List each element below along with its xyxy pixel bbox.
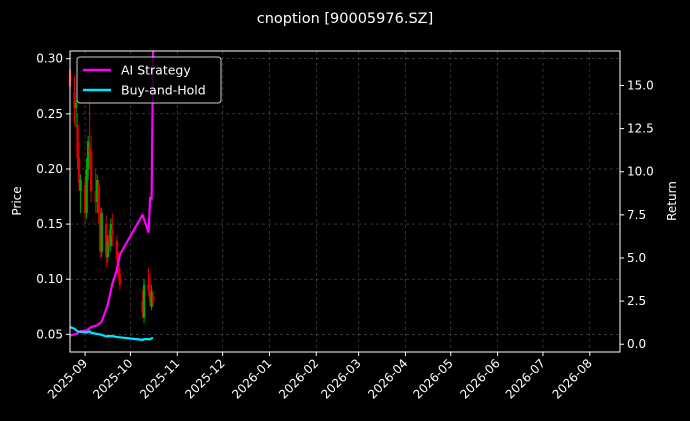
buy-and-hold-line [69, 325, 154, 341]
candle-body [79, 180, 82, 192]
candle-body [95, 180, 99, 203]
y2-tick-label: 15.0 [627, 78, 654, 92]
candle-body [108, 235, 111, 247]
candle-body [94, 191, 97, 203]
y2-tick-label: 7.5 [627, 208, 646, 222]
candle-body [76, 124, 79, 158]
candle-body [148, 290, 152, 302]
plot-frame [69, 50, 621, 353]
candle-body [89, 152, 93, 192]
candlesticks [68, 58, 155, 324]
candle-body [86, 141, 90, 169]
y2-tick-label: 5.0 [627, 251, 646, 265]
candle-body [109, 224, 112, 247]
legend: AI Strategy Buy-and-Hold [76, 56, 222, 104]
y2-axis-label: Return [665, 181, 679, 221]
y2-tick-label: 0.0 [627, 337, 646, 351]
legend-label-ai-strategy: AI Strategy [121, 63, 191, 78]
ai-strategy-line [69, 50, 155, 337]
candle-body [88, 146, 91, 153]
y2-tick-label: 2.5 [627, 294, 646, 308]
candle-body [151, 295, 155, 302]
y-tick-label: 0.05 [36, 327, 63, 341]
chart-title: cnoption [90005976.SZ] [257, 11, 434, 27]
candle-body [142, 284, 146, 318]
y-axis-label: Price [10, 186, 24, 215]
series-lines [69, 50, 155, 341]
candle-body [150, 292, 153, 307]
y-tick-label: 0.25 [36, 107, 63, 121]
y2-tick-label: 12.5 [627, 122, 654, 136]
candle-body [105, 224, 108, 258]
candle-body [85, 168, 88, 214]
y2-tick-label: 10.0 [627, 165, 654, 179]
candle-body [111, 229, 114, 236]
candle-body [77, 157, 81, 183]
left-axis-ticks: 0.05 0.10 0.15 0.20 0.25 0.30 [36, 52, 70, 341]
y-tick-label: 0.20 [36, 162, 63, 176]
grid [70, 51, 620, 352]
candle-body [83, 185, 87, 214]
candle-body [97, 185, 100, 214]
legend-label-buy-and-hold: Buy-and-Hold [121, 83, 206, 98]
y-tick-label: 0.15 [36, 217, 63, 231]
right-axis-ticks: 0.0 2.5 5.0 7.5 10.0 12.5 15.0 [620, 78, 654, 351]
y-tick-label: 0.30 [36, 52, 63, 66]
candle-body [100, 213, 103, 252]
candle-body [73, 91, 76, 109]
legend-box [76, 56, 222, 104]
candle-body [118, 273, 122, 285]
candle-body [147, 284, 150, 291]
y-tick-label: 0.10 [36, 272, 63, 286]
candle-body [106, 240, 109, 258]
candle-body [141, 301, 144, 313]
candle-body [115, 240, 119, 260]
candle-body [74, 102, 78, 109]
candle-body [99, 213, 102, 252]
